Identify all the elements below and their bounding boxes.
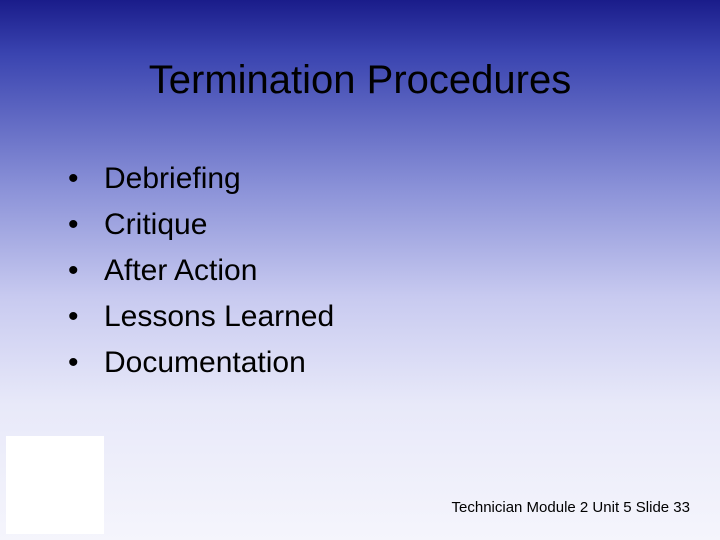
bullet-item: After Action bbox=[68, 250, 334, 292]
slide-footer: Technician Module 2 Unit 5 Slide 33 bbox=[452, 499, 690, 516]
slide: Termination Procedures Debriefing Critiq… bbox=[0, 0, 720, 540]
slide-title: Termination Procedures bbox=[0, 58, 720, 103]
bullet-list: Debriefing Critique After Action Lessons… bbox=[68, 158, 334, 388]
bullet-item: Debriefing bbox=[68, 158, 334, 200]
bullet-item: Critique bbox=[68, 204, 334, 246]
bullet-item: Lessons Learned bbox=[68, 296, 334, 338]
bullet-item: Documentation bbox=[68, 342, 334, 384]
state-seal-icon bbox=[12, 442, 98, 528]
seal-background bbox=[6, 436, 104, 534]
